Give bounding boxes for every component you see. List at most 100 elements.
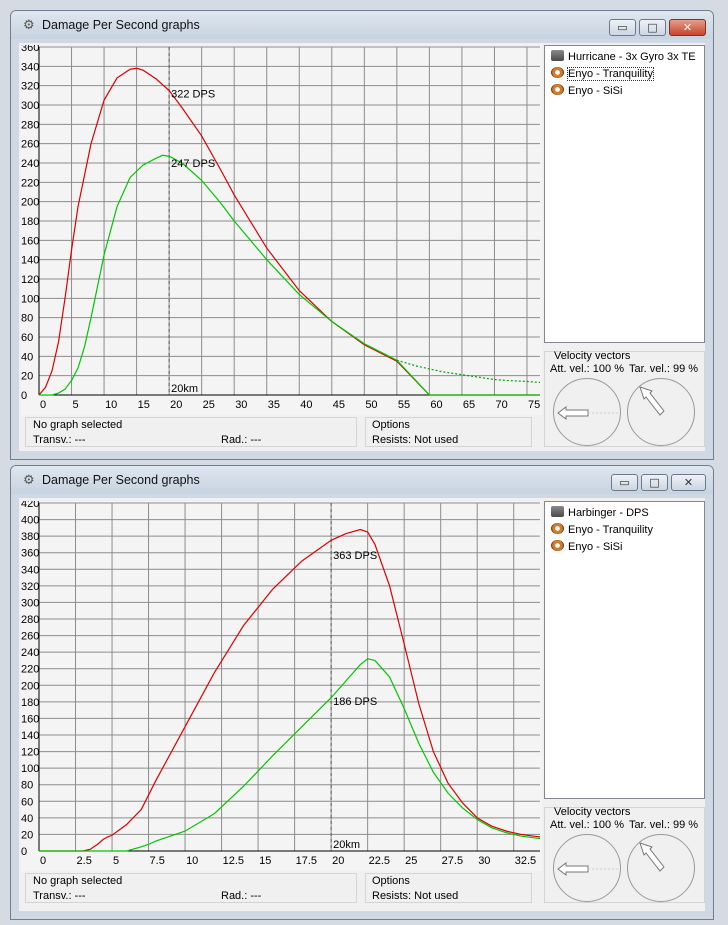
drone-icon: [551, 523, 564, 534]
y-tick-label: 180: [21, 697, 39, 709]
dps-plot[interactable]: 0 2.5 5 7.5 10 12.5 15 17.5 20 22.5 25 27.5 30 32.5 0 2…: [21, 501, 542, 871]
velocity-vectors-panel: Velocity vectors Att. vel.: 100 % Tar. v…: [544, 806, 705, 903]
graph-selection-label: No graph selected: [33, 875, 123, 887]
y-tick-label: 0: [21, 390, 27, 402]
x-tick-label: 17.5: [296, 855, 317, 867]
title-bar[interactable]: ⚙ Damage Per Second graphs ▭ □ ✕: [11, 466, 713, 494]
velocity-vectors-panel: Velocity vectors Att. vel.: 100 % Tar. v…: [544, 350, 705, 447]
target-velocity-label: Tar. vel.: 99 %: [629, 363, 699, 375]
minimize-button[interactable]: ▭: [609, 19, 636, 36]
y-tick-label: 80: [21, 313, 33, 325]
y-tick-label: 260: [21, 631, 39, 643]
x-tick-label: 5: [113, 855, 119, 867]
fit-list[interactable]: Harbinger - DPS Enyo - Tranquility Enyo …: [544, 501, 705, 799]
target-velocity-dial[interactable]: [627, 834, 695, 902]
x-tick-label: 0: [40, 399, 46, 411]
y-tick-label: 20: [21, 829, 33, 841]
y-tick-label: 320: [21, 81, 39, 93]
y-tick-label: 100: [21, 293, 39, 305]
velocity-vectors-title: Velocity vectors: [554, 806, 631, 818]
resists-label[interactable]: Resists: Not used: [372, 890, 459, 902]
x-tick-label: 10: [105, 399, 117, 411]
series-line: [39, 154, 540, 396]
fit-item[interactable]: Enyo - SiSi: [551, 539, 622, 555]
x-tick-label: 30: [478, 855, 490, 867]
maximize-button[interactable]: □: [641, 474, 668, 491]
fit-item[interactable]: Harbinger - DPS: [551, 505, 649, 521]
x-tick-label: 25: [405, 855, 417, 867]
close-button[interactable]: ✕: [671, 474, 706, 491]
x-tick-label: 5: [73, 399, 79, 411]
y-tick-label: 180: [21, 216, 39, 228]
y-tick-label: 400: [21, 515, 39, 527]
x-tick-label: 20: [332, 855, 344, 867]
dps-annotation: 186 DPS: [333, 696, 377, 708]
window-client: 0 2.5 5 7.5 10 12.5 15 17.5 20 22.5 25 27.5 30 32.5 0 2…: [19, 498, 705, 911]
series-line: [396, 359, 541, 384]
app-gear-icon: ⚙: [23, 18, 35, 33]
y-tick-label: 200: [21, 197, 39, 209]
drone-icon: [551, 540, 564, 551]
x-tick-label: 60: [430, 399, 442, 411]
y-tick-label: 220: [21, 664, 39, 676]
fit-item[interactable]: Hurricane - 3x Gyro 3x TE: [551, 49, 696, 65]
y-tick-label: 340: [21, 61, 39, 73]
dps-plot[interactable]: 0 5 10 15 20 25 30 35 40 45 50 55 60 65 70 75 0 20 40 60 80 1…: [21, 45, 542, 415]
y-tick-label: 120: [21, 747, 39, 759]
dps-annotation: 363 DPS: [333, 550, 377, 562]
fit-label: Enyo - SiSi: [568, 541, 623, 553]
series-line: [39, 528, 541, 852]
y-tick-label: 60: [21, 332, 33, 344]
app-gear-icon: ⚙: [23, 473, 35, 488]
y-tick-label: 120: [21, 274, 39, 286]
fit-item[interactable]: Enyo - SiSi: [551, 83, 622, 99]
fit-label: Hurricane - 3x Gyro 3x TE: [568, 51, 696, 63]
fit-item[interactable]: Enyo - Tranquility: [551, 66, 654, 82]
x-tick-label: 45: [333, 399, 345, 411]
fit-item[interactable]: Enyo - Tranquility: [551, 522, 653, 538]
target-velocity-dial[interactable]: [627, 378, 695, 446]
x-tick-label: 32.5: [515, 855, 536, 867]
attacker-vector-arrow-icon: [557, 862, 618, 876]
attacker-velocity-label: Att. vel.: 100 %: [550, 363, 624, 375]
fit-label: Enyo - SiSi: [568, 85, 623, 97]
radial-label: Rad.: ---: [221, 434, 262, 446]
y-tick-label: 240: [21, 158, 39, 170]
x-tick-label: 25: [203, 399, 215, 411]
minimize-button[interactable]: ▭: [611, 474, 638, 491]
x-tick-label: 22.5: [369, 855, 390, 867]
y-tick-label: 0: [21, 846, 27, 858]
ship-icon: [551, 506, 564, 517]
y-tick-label: 200: [21, 680, 39, 692]
y-tick-label: 360: [21, 45, 39, 54]
dps-graph-window-2: ⚙ Damage Per Second graphs ▭ □ ✕ 0 2.5 5 7.…: [10, 465, 714, 920]
y-tick-label: 160: [21, 713, 39, 725]
y-tick-label: 240: [21, 647, 39, 659]
y-tick-label: 60: [21, 796, 33, 808]
close-button[interactable]: ✕: [669, 19, 706, 36]
y-tick-label: 20: [21, 371, 33, 383]
title-bar[interactable]: ⚙ Damage Per Second graphs ▭ □ ✕: [11, 11, 713, 39]
attacker-velocity-dial[interactable]: [553, 834, 621, 902]
resists-label[interactable]: Resists: Not used: [372, 434, 459, 446]
x-tick-label: 55: [398, 399, 410, 411]
window-title: Damage Per Second graphs: [42, 473, 200, 487]
x-tick-label: 40: [300, 399, 312, 411]
y-tick-label: 300: [21, 597, 39, 609]
y-tick-label: 280: [21, 119, 39, 131]
target-velocity-label: Tar. vel.: 99 %: [629, 819, 699, 831]
maximize-button[interactable]: □: [639, 19, 666, 36]
fit-label: Enyo - Tranquility: [568, 524, 653, 536]
dps-annotation: 322 DPS: [171, 88, 215, 100]
fit-list[interactable]: Hurricane - 3x Gyro 3x TE Enyo - Tranqui…: [544, 45, 705, 343]
dps-chart: 0 5 10 15 20 25 30 35 40 45 50 55 60 65 70 75 0 20 40 60 80 1…: [21, 45, 542, 415]
dps-annotation: 247 DPS: [171, 158, 215, 170]
attacker-velocity-dial[interactable]: [553, 378, 621, 446]
y-tick-label: 360: [21, 548, 39, 560]
x-tick-label: 27.5: [442, 855, 463, 867]
y-tick-label: 300: [21, 100, 39, 112]
x-tick-label: 15: [138, 399, 150, 411]
series-line: [39, 658, 541, 852]
y-tick-label: 280: [21, 614, 39, 626]
x-tick-label: 7.5: [150, 855, 165, 867]
